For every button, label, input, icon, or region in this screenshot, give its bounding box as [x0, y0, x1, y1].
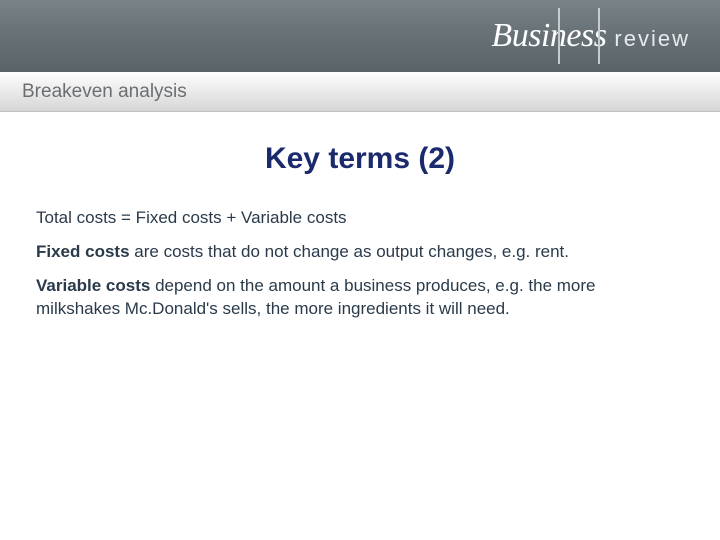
logo-business-text: Business	[491, 17, 606, 55]
body-text: Total costs = Fixed costs + Variable cos…	[36, 206, 684, 321]
sub-banner: Breakeven analysis	[0, 72, 720, 112]
fixed-costs-para: Fixed costs are costs that do not change…	[36, 240, 684, 264]
banner-divider-1	[558, 8, 560, 64]
variable-costs-term: Variable costs	[36, 276, 150, 295]
equation-line: Total costs = Fixed costs + Variable cos…	[36, 206, 684, 230]
logo: Business review	[491, 17, 690, 55]
fixed-costs-term: Fixed costs	[36, 242, 130, 261]
fixed-costs-def: are costs that do not change as output c…	[130, 242, 569, 261]
page-heading: Key terms (2)	[36, 142, 684, 176]
breadcrumb: Breakeven analysis	[22, 81, 187, 103]
top-banner: Business review	[0, 0, 720, 72]
logo-review-text: review	[614, 26, 690, 52]
banner-divider-2	[598, 8, 600, 64]
content-area: Key terms (2) Total costs = Fixed costs …	[0, 112, 720, 321]
variable-costs-para: Variable costs depend on the amount a bu…	[36, 274, 684, 322]
